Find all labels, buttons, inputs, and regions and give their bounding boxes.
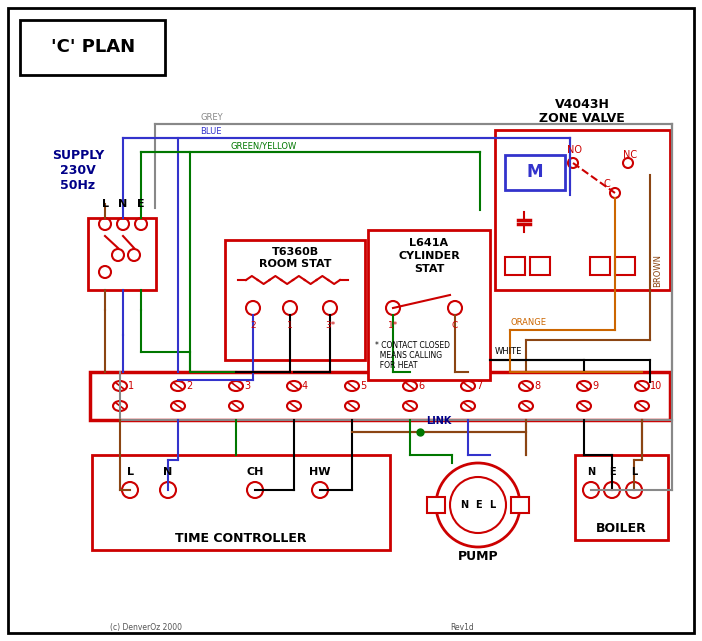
Text: GREY: GREY [200, 113, 223, 122]
Text: 'C' PLAN: 'C' PLAN [51, 38, 135, 56]
Text: CH: CH [246, 467, 264, 477]
Text: Rev1d: Rev1d [450, 623, 474, 632]
FancyBboxPatch shape [92, 455, 390, 550]
Text: 7: 7 [476, 381, 482, 391]
Text: 6: 6 [418, 381, 424, 391]
Text: 2: 2 [250, 320, 256, 329]
FancyBboxPatch shape [530, 257, 550, 275]
Text: 3*: 3* [325, 320, 335, 329]
Text: 3: 3 [244, 381, 250, 391]
FancyBboxPatch shape [20, 20, 165, 75]
FancyBboxPatch shape [225, 240, 365, 360]
FancyBboxPatch shape [427, 497, 445, 513]
Text: 50Hz: 50Hz [60, 178, 95, 192]
Text: BOILER: BOILER [595, 522, 647, 535]
FancyBboxPatch shape [88, 218, 156, 290]
Text: L641A: L641A [409, 238, 449, 248]
Text: NO: NO [567, 145, 582, 155]
Text: * CONTACT CLOSED: * CONTACT CLOSED [375, 341, 450, 350]
Text: E: E [475, 500, 482, 510]
Text: SUPPLY: SUPPLY [52, 149, 104, 162]
Text: 9: 9 [592, 381, 598, 391]
Text: ZONE VALVE: ZONE VALVE [539, 112, 625, 124]
Text: HW: HW [310, 467, 331, 477]
Text: 1: 1 [128, 381, 134, 391]
Text: V4043H: V4043H [555, 97, 609, 110]
Text: ROOM STAT: ROOM STAT [259, 259, 331, 269]
Text: L: L [102, 199, 109, 209]
FancyBboxPatch shape [575, 455, 668, 540]
Text: L: L [489, 500, 495, 510]
FancyBboxPatch shape [615, 257, 635, 275]
Text: M: M [526, 163, 543, 181]
Text: L: L [126, 467, 133, 477]
Text: L: L [631, 467, 637, 477]
Text: T6360B: T6360B [272, 247, 319, 257]
FancyBboxPatch shape [90, 372, 670, 420]
FancyBboxPatch shape [505, 257, 525, 275]
Text: 8: 8 [534, 381, 540, 391]
Text: N: N [119, 199, 128, 209]
Text: 230V: 230V [60, 163, 96, 176]
Text: C: C [452, 320, 458, 329]
Text: 1*: 1* [388, 320, 398, 329]
Text: N: N [460, 500, 468, 510]
Text: FOR HEAT: FOR HEAT [375, 361, 418, 370]
Text: WHITE: WHITE [495, 347, 522, 356]
Text: E: E [609, 467, 616, 477]
Text: TIME CONTROLLER: TIME CONTROLLER [176, 531, 307, 544]
Text: CYLINDER: CYLINDER [398, 251, 460, 261]
Text: C: C [603, 179, 610, 189]
Text: 5: 5 [360, 381, 366, 391]
FancyBboxPatch shape [590, 257, 610, 275]
Text: PUMP: PUMP [458, 551, 498, 563]
Text: 1: 1 [287, 320, 293, 329]
FancyBboxPatch shape [368, 230, 490, 380]
Text: 10: 10 [650, 381, 662, 391]
Text: 2: 2 [186, 381, 192, 391]
FancyBboxPatch shape [511, 497, 529, 513]
FancyBboxPatch shape [505, 155, 565, 190]
Text: LINK: LINK [426, 416, 451, 426]
FancyBboxPatch shape [495, 130, 670, 290]
Text: N: N [587, 467, 595, 477]
Text: E: E [137, 199, 145, 209]
Text: BLUE: BLUE [200, 127, 222, 136]
Text: ORANGE: ORANGE [510, 318, 546, 327]
Text: 4: 4 [302, 381, 308, 391]
Text: GREEN/YELLOW: GREEN/YELLOW [230, 141, 296, 150]
Text: STAT: STAT [413, 264, 444, 274]
FancyBboxPatch shape [8, 8, 694, 633]
Text: NC: NC [623, 150, 637, 160]
Text: BROWN: BROWN [653, 253, 662, 287]
Text: N: N [164, 467, 173, 477]
Text: MEANS CALLING: MEANS CALLING [375, 351, 442, 360]
Text: (c) DenverOz 2000: (c) DenverOz 2000 [110, 623, 182, 632]
